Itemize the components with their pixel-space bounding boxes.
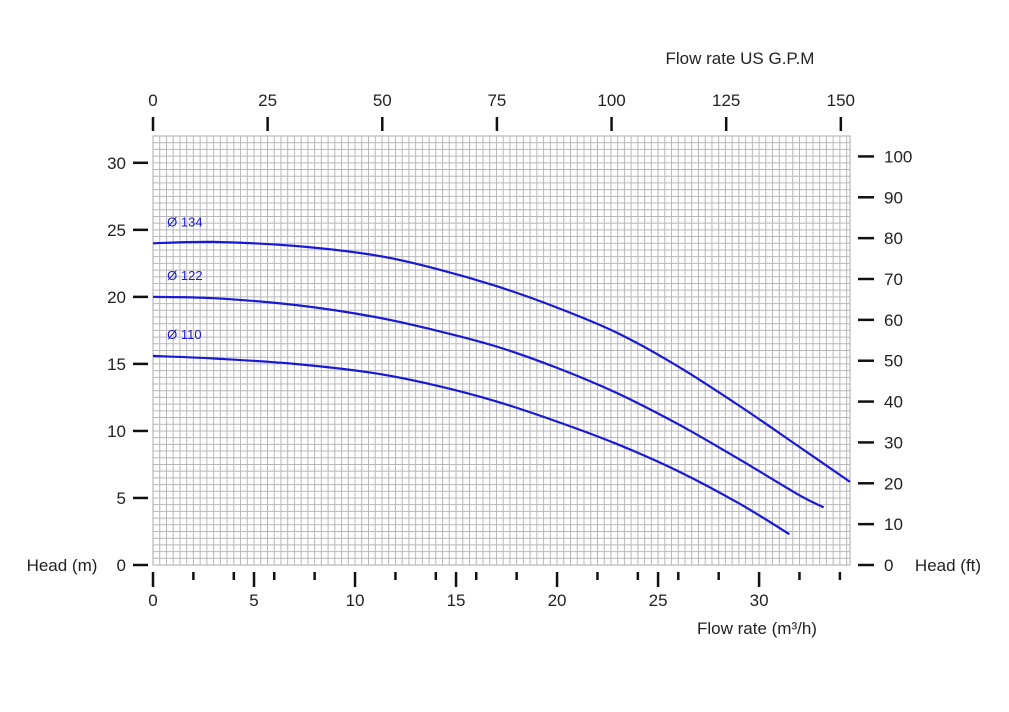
y-left-tick-label: 5 [117, 489, 126, 508]
y-left-tick-label: 0 [117, 556, 126, 575]
y-right-tick-label: 100 [884, 147, 912, 166]
y-right-tick-label: 90 [884, 188, 903, 207]
y-right-tick-label: 50 [884, 352, 903, 371]
y-right-tick-label: 80 [884, 229, 903, 248]
y-right-tick-label: 60 [884, 311, 903, 330]
y-right-tick-label: 40 [884, 393, 903, 412]
y-left-tick-label: 15 [107, 355, 126, 374]
y-left-tick-label: 25 [107, 221, 126, 240]
x-top-tick-label: 75 [487, 91, 506, 110]
y-left-tick-label: 30 [107, 154, 126, 173]
y-left-tick-label: 10 [107, 422, 126, 441]
curve-line-0 [152, 240, 851, 483]
y-left-tick-label: 20 [107, 288, 126, 307]
x-bottom-tick-label: 5 [249, 591, 258, 610]
x-top-tick-label: 25 [258, 91, 277, 110]
x-bottom-tick-label: 25 [649, 591, 668, 610]
y-right-tick-label: 0 [884, 556, 893, 575]
x-bottom-tick-label: 20 [548, 591, 567, 610]
x-top-tick-label: 100 [597, 91, 625, 110]
curve-line-2 [152, 354, 790, 536]
grid [152, 135, 851, 566]
y-right-tick-label: 20 [884, 474, 903, 493]
curve-line-1 [152, 295, 825, 509]
x-bottom-tick-label: 30 [750, 591, 769, 610]
curve-label-2: Ø 110 [167, 327, 201, 342]
x-top-tick-label: 50 [373, 91, 392, 110]
curves [152, 240, 851, 536]
x-top-tick-label: 0 [148, 91, 157, 110]
x-top-axis-title: Flow rate US G.P.M [666, 49, 815, 68]
curve-label-1: Ø 122 [167, 268, 202, 283]
axes [133, 117, 874, 587]
x-top-tick-label: 125 [712, 91, 740, 110]
x-bottom-tick-label: 10 [346, 591, 365, 610]
x-top-tick-label: 150 [827, 91, 855, 110]
y-right-tick-label: 30 [884, 433, 903, 452]
y-right-axis-title: Head (ft) [915, 556, 981, 575]
curve-label-0: Ø 134 [167, 214, 202, 229]
x-bottom-tick-label: 15 [447, 591, 466, 610]
y-right-tick-label: 10 [884, 515, 903, 534]
x-bottom-axis-title: Flow rate (m³/h) [697, 619, 817, 638]
x-bottom-tick-label: 0 [148, 591, 157, 610]
y-right-tick-label: 70 [884, 270, 903, 289]
y-left-axis-title: Head (m) [27, 556, 98, 575]
